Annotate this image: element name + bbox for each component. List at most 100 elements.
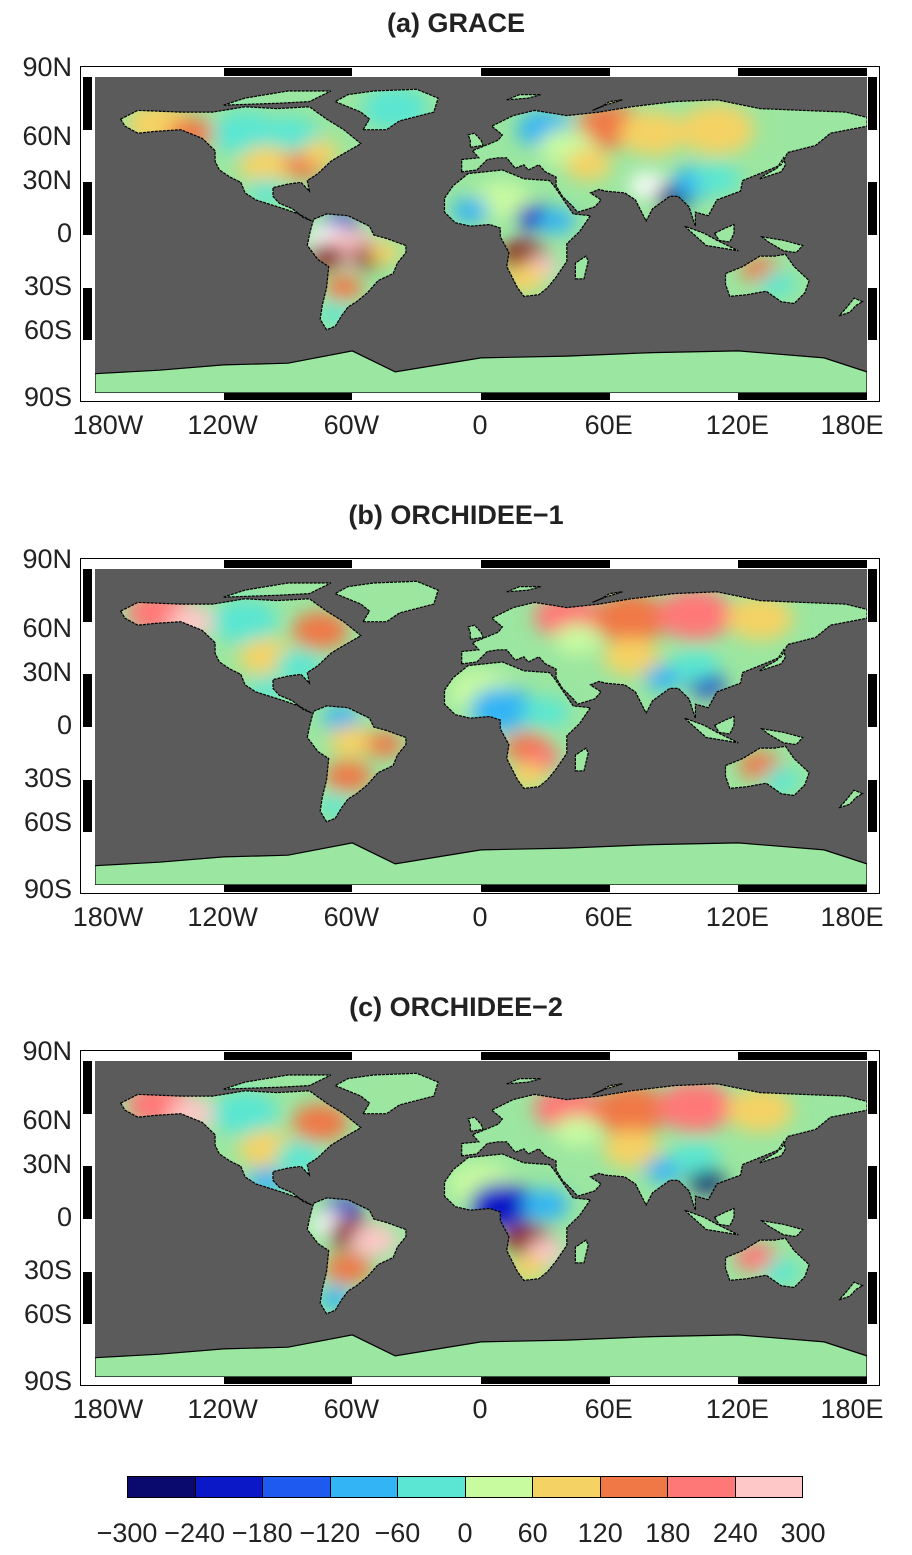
anomaly-blob <box>644 665 683 691</box>
panel-grace: (a) GRACE <box>0 8 912 468</box>
coastline-southAmerica <box>306 1197 407 1315</box>
anomaly-blob <box>291 611 349 650</box>
frame-tick-bar <box>83 674 92 727</box>
lat-label: 30S <box>23 1254 72 1285</box>
frame-tick-bar <box>868 779 877 833</box>
lat-label: 60S <box>23 1299 72 1330</box>
coastline-indonesia <box>684 717 739 744</box>
frame-tick-bar <box>83 1061 92 1114</box>
coastline-northAmerica <box>119 1090 362 1206</box>
frame-tick-bar <box>481 1052 610 1060</box>
frame-tick-bar <box>223 1052 353 1060</box>
map-frame <box>80 66 880 402</box>
coastline-madagascar <box>574 255 589 280</box>
lon-label: 180W <box>72 902 144 932</box>
map-frame <box>80 1050 880 1386</box>
frame-tick-bar <box>83 1271 92 1325</box>
coastline-newGuinea <box>759 235 804 254</box>
anomaly-blob <box>657 589 734 640</box>
lon-label: 0 <box>472 902 488 932</box>
anomaly-blob <box>657 1081 734 1132</box>
coastline-novayaZemlya <box>592 99 623 111</box>
anomaly-blob <box>726 596 793 641</box>
coastline-indonesia <box>684 1209 739 1236</box>
frame-tick-bar <box>481 68 610 76</box>
coastline-greenland <box>333 88 439 131</box>
anomaly-blob <box>726 1088 793 1133</box>
frame-tick-bar <box>868 1271 877 1325</box>
lon-label: 180E <box>820 902 884 932</box>
lat-label: 0 <box>56 1202 72 1232</box>
coastline-australia <box>724 745 810 797</box>
anomaly-blob <box>537 208 575 234</box>
lon-label: 60E <box>584 1394 633 1424</box>
frame-tick-bar <box>223 68 353 76</box>
lon-label: 0 <box>472 1394 488 1424</box>
panel-title: (c) ORCHIDEE−2 <box>349 992 563 1022</box>
coastline-africa <box>443 169 592 298</box>
frame-tick-bar <box>481 560 610 568</box>
colorbar-tick-label: 0 <box>457 1518 473 1548</box>
lat-label: 30N <box>22 165 72 196</box>
colorbar-cell <box>128 1477 196 1497</box>
coastline-novayaZemlya <box>592 591 623 603</box>
lon-label: 180E <box>820 410 884 440</box>
frame-tick-bar <box>481 884 610 892</box>
coastline-svalbard <box>506 586 542 593</box>
frame-tick-bar <box>83 569 92 622</box>
coastline-newGuinea <box>759 1219 804 1238</box>
anomaly-blob <box>350 1224 398 1256</box>
coastline-japan <box>759 648 787 672</box>
frame-tick-bar <box>738 1376 867 1384</box>
lat-label: 90S <box>23 382 72 412</box>
colorbar-tick-label: −240 <box>164 1518 225 1548</box>
frame-tick-bar <box>83 182 92 235</box>
lat-label: 0 <box>56 218 72 248</box>
coastline-borneo <box>713 715 735 735</box>
lat-label: 60S <box>23 807 72 838</box>
anomaly-blob <box>521 697 569 729</box>
frame-tick-bar <box>223 1376 353 1384</box>
colorbar-cell <box>330 1477 398 1497</box>
colorbar-cell <box>668 1477 736 1497</box>
coastline-uk <box>467 132 484 148</box>
anomaly-blob <box>212 599 279 644</box>
coastline-newZealand <box>838 1281 865 1301</box>
coastline-africa <box>443 1153 592 1282</box>
frame-tick-bar <box>223 884 353 892</box>
lat-label: 60N <box>22 1104 72 1135</box>
anomaly-blob <box>324 275 363 301</box>
anomaly-blob <box>521 1189 569 1221</box>
lat-label: 90S <box>23 874 72 904</box>
frame-tick-bar <box>868 182 877 235</box>
lon-label: 60E <box>584 902 633 932</box>
coastline-greenland <box>333 1072 439 1115</box>
map-canvas <box>95 569 867 885</box>
lat-label: 30S <box>23 270 72 301</box>
anomaly-blob <box>324 1252 372 1284</box>
lat-label: 30S <box>23 762 72 793</box>
anomaly-blob <box>762 1259 801 1285</box>
colorbar-tick-label: 180 <box>645 1518 691 1548</box>
anomaly-blob <box>553 1115 602 1148</box>
map-canvas <box>95 1061 867 1377</box>
colorbar-cell <box>465 1477 533 1497</box>
lat-label: 30N <box>22 657 72 688</box>
coastline-newZealand <box>838 297 865 317</box>
lon-label: 0 <box>472 410 488 440</box>
coastline-northAmerica <box>119 598 362 714</box>
lat-label: 90N <box>22 544 72 574</box>
anomaly-blob <box>553 623 602 656</box>
lon-label: 60W <box>323 902 380 932</box>
lat-label: 30N <box>22 1149 72 1180</box>
coastline-eurasia <box>461 99 867 227</box>
coastline-africa <box>443 661 592 790</box>
panel-title: (a) GRACE <box>386 8 525 38</box>
colorbar-tick-label: 240 <box>712 1518 758 1548</box>
anomaly-blob <box>762 767 801 793</box>
anomaly-blob <box>619 111 686 156</box>
lon-label: 60W <box>323 410 380 440</box>
anomaly-blob <box>238 145 295 184</box>
lon-label: 120W <box>187 1394 258 1424</box>
colorbar-tick-label: −60 <box>374 1518 421 1548</box>
